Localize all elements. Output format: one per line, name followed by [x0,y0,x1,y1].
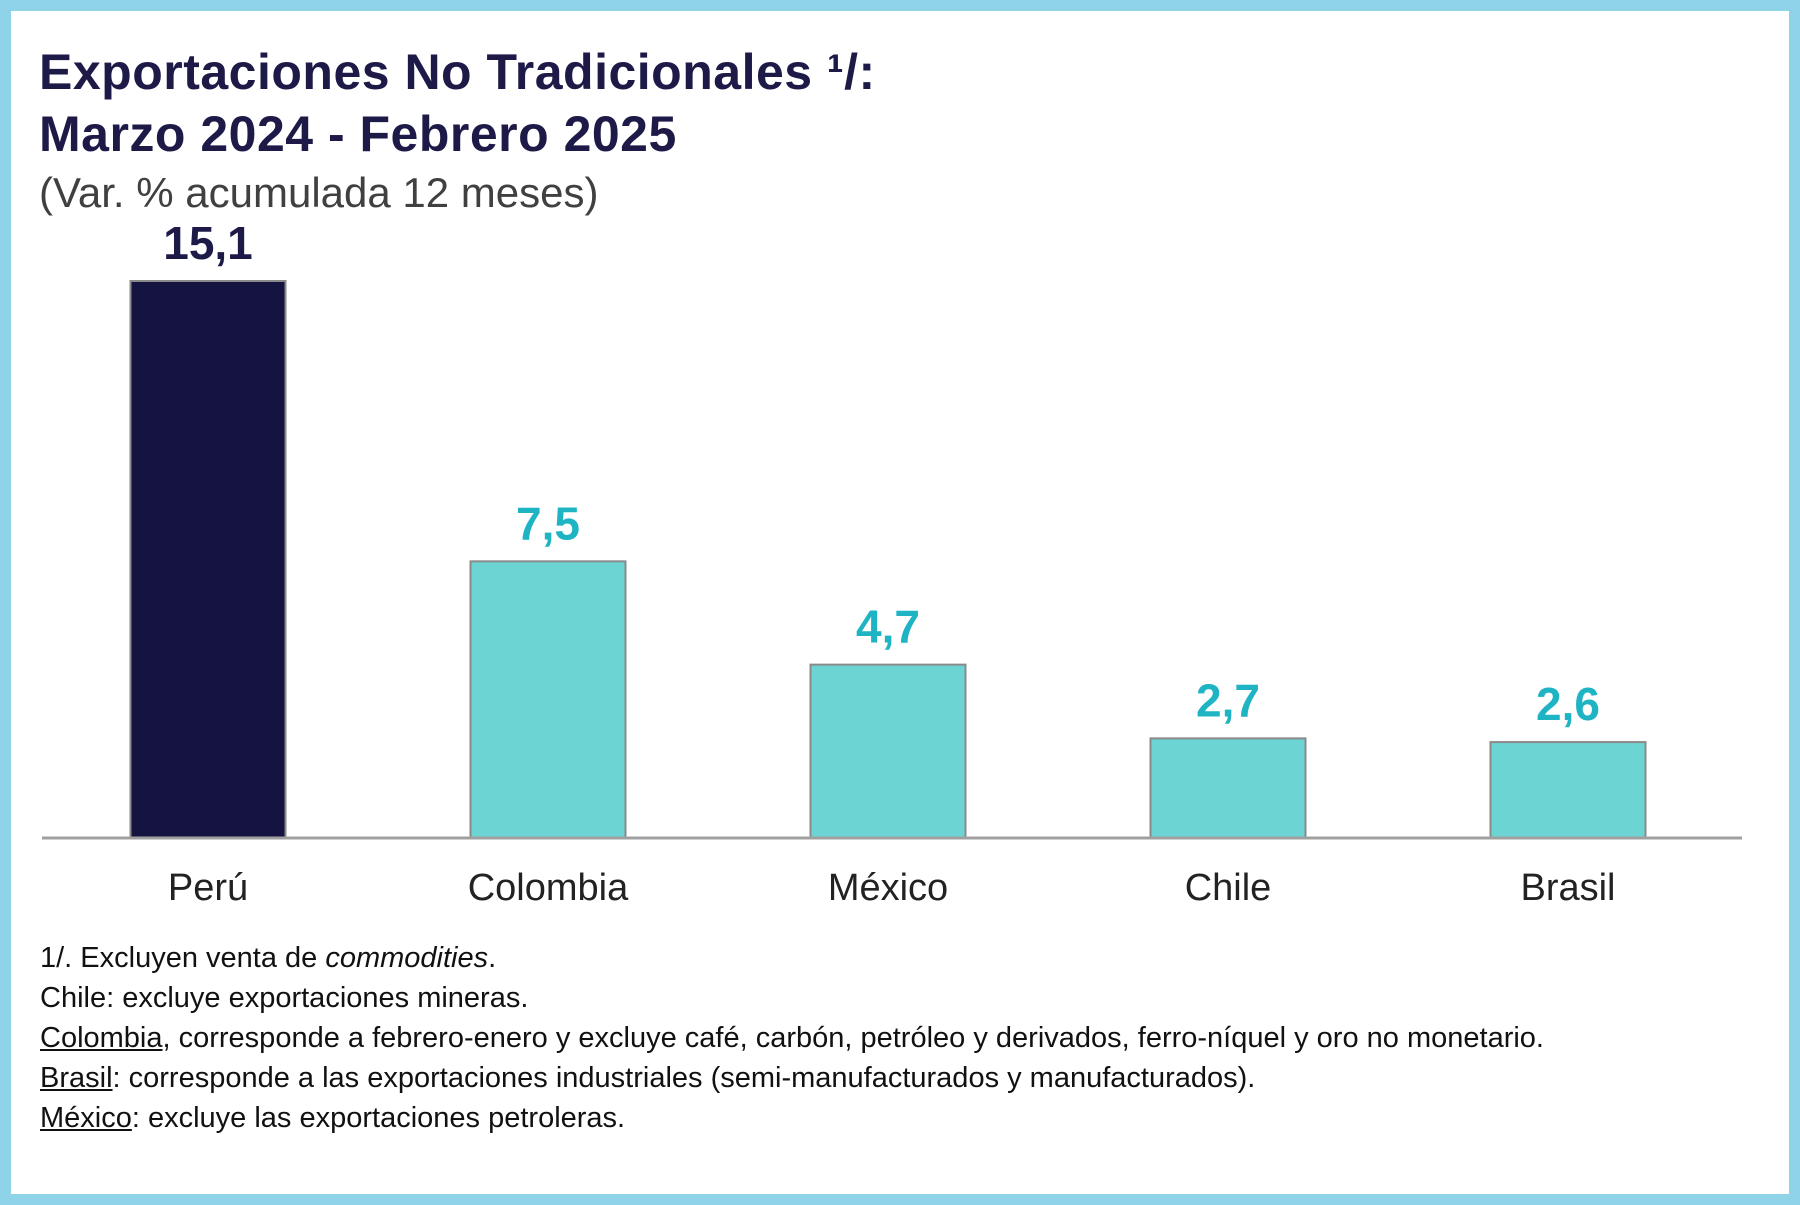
category-label-4: Brasil [1520,867,1615,909]
value-label-2: 4,7 [856,601,920,653]
footnote-mexico: México: excluye las exportaciones petrol… [40,1102,626,1134]
category-label-1: Colombia [468,867,629,909]
bar-0 [129,280,287,839]
bar-2 [809,663,967,840]
bar-4 [1489,741,1647,839]
chart-title-line2: Marzo 2024 - Febrero 2025 [39,106,677,162]
value-label-4: 2,6 [1536,678,1600,730]
footnote-colombia: Colombia, corresponde a febrero-enero y … [40,1022,1544,1054]
footnote-brasil: Brasil: corresponde a las exportaciones … [40,1062,1256,1094]
footnote-chile: Chile: excluye exportaciones mineras. [40,982,529,1014]
footnote-1: 1/. Excluyen venta de commodities. [40,942,497,974]
category-label-0: Perú [168,867,248,909]
footnotes: 1/. Excluyen venta de commodities. Chile… [40,938,1760,1138]
chart-titles: Exportaciones No Tradicionales ¹/: Marzo… [39,41,876,221]
bar-3 [1149,737,1307,840]
category-label-2: México [828,867,948,909]
bar-1 [469,560,627,839]
value-label-1: 7,5 [516,497,580,549]
chart-subtitle: (Var. % acumulada 12 meses) [39,169,599,216]
chart-title-line1: Exportaciones No Tradicionales ¹/: [39,44,876,100]
category-label-3: Chile [1185,867,1272,909]
value-label-3: 2,7 [1196,674,1260,726]
value-label-0: 15,1 [163,217,253,269]
